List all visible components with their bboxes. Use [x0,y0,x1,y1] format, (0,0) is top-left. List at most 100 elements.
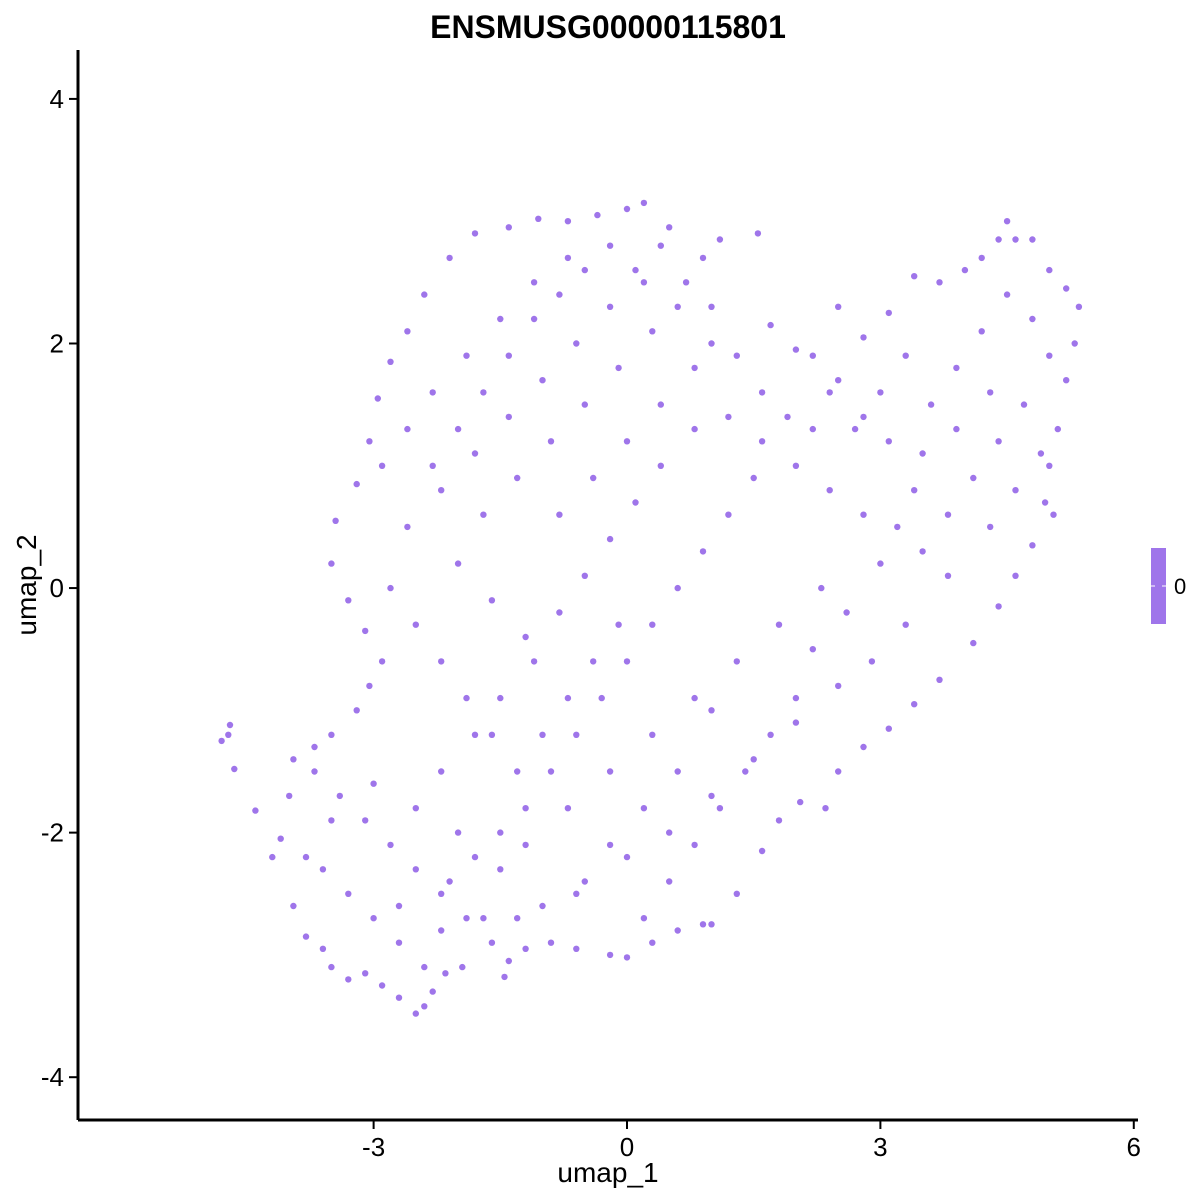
scatter-point [581,572,588,579]
scatter-point [640,199,648,207]
scatter-point [911,273,918,280]
scatter-point [657,401,664,408]
scatter-point [822,805,829,812]
scatter-point [438,768,445,775]
x-tick-label: 0 [620,1132,634,1162]
scatter-point [497,829,504,836]
scatter-point [1029,236,1036,243]
scatter-point [505,957,512,965]
scatter-point [885,438,892,445]
chart-title: ENSMUSG00000115801 [430,9,786,45]
scatter-point [818,584,825,592]
scatter-point [564,805,572,812]
scatter-point [438,658,445,665]
scatter-point [362,817,369,824]
scatter-point [412,621,419,628]
scatter-point [463,915,470,922]
scatter-point [497,866,504,873]
scatter-point [505,352,512,359]
scatter-point [970,474,977,482]
scatter-point [860,511,867,518]
scatter-point [758,847,766,855]
scatter-points [218,199,1083,1017]
scatter-point [640,915,648,922]
scatter-point [606,535,614,543]
scatter-point [995,438,1002,445]
scatter-point [649,731,656,738]
scatter-point [1029,315,1036,323]
scatter-point [944,572,952,579]
scatter-point [835,377,842,384]
scatter-point [345,976,352,983]
scatter-point [851,425,859,433]
scatter-point [733,890,740,897]
x-tick-label: -3 [362,1132,385,1162]
scatter-point [792,462,800,469]
scatter-point [742,768,749,775]
scatter-point [302,933,310,940]
scatter-point [412,805,419,812]
scatter-point [353,480,360,488]
scatter-point [1054,425,1062,433]
scatter-point [1003,291,1011,298]
scatter-point [1029,542,1036,549]
scatter-point [522,633,529,641]
scatter-point [657,462,664,469]
scatter-point [581,401,588,408]
scatter-point [860,334,867,341]
scatter-point [446,878,453,885]
scatter-point [290,902,297,910]
scatter-point [936,676,943,683]
scatter-point [835,303,842,310]
scatter-point [480,511,487,518]
scatter-point [682,279,690,286]
scatter-point [286,792,293,800]
scatter-point [497,694,504,702]
scatter-point [995,603,1002,610]
scatter-point [666,829,673,836]
scatter-point [564,254,572,262]
scatter-point [640,279,648,286]
scatter-point [970,639,977,647]
scatter-point [535,215,542,222]
scatter-point [1003,218,1011,225]
scatter-point [395,994,403,1001]
scatter-point [328,560,335,567]
scatter-point [556,291,563,298]
scatter-point [911,701,918,708]
scatter-point [792,346,800,353]
scatter-point [530,315,538,323]
scatter-point [480,389,487,396]
scatter-point [404,425,411,433]
scatter-point [302,853,310,861]
scatter-point [623,954,631,961]
y-tick-label: -2 [41,818,64,848]
scatter-point [615,364,622,372]
scatter-point [522,805,529,812]
scatter-point [919,450,926,457]
scatter-point [894,523,901,531]
scatter-point [792,694,800,702]
scatter-point [514,474,521,482]
scatter-point [1063,285,1070,292]
scatter-point [556,609,563,616]
scatter-point [1063,377,1070,384]
scatter-point [708,921,715,928]
scatter-point [328,817,335,824]
scatter-point [902,621,909,628]
scatter-point [497,315,504,323]
scatter-point [649,328,656,335]
scatter-point [1041,499,1049,506]
scatter-point [767,321,774,329]
scatter-point [366,682,373,690]
scatter-point [378,982,386,989]
scatter-point [877,389,884,396]
scatter-point [412,866,419,873]
scatter-point [290,756,297,763]
scatter-point [362,970,369,977]
scatter-point [463,352,470,359]
scatter-point [640,805,648,812]
scatter-point [911,487,918,494]
scatter-point [919,548,926,555]
scatter-point [332,517,339,524]
